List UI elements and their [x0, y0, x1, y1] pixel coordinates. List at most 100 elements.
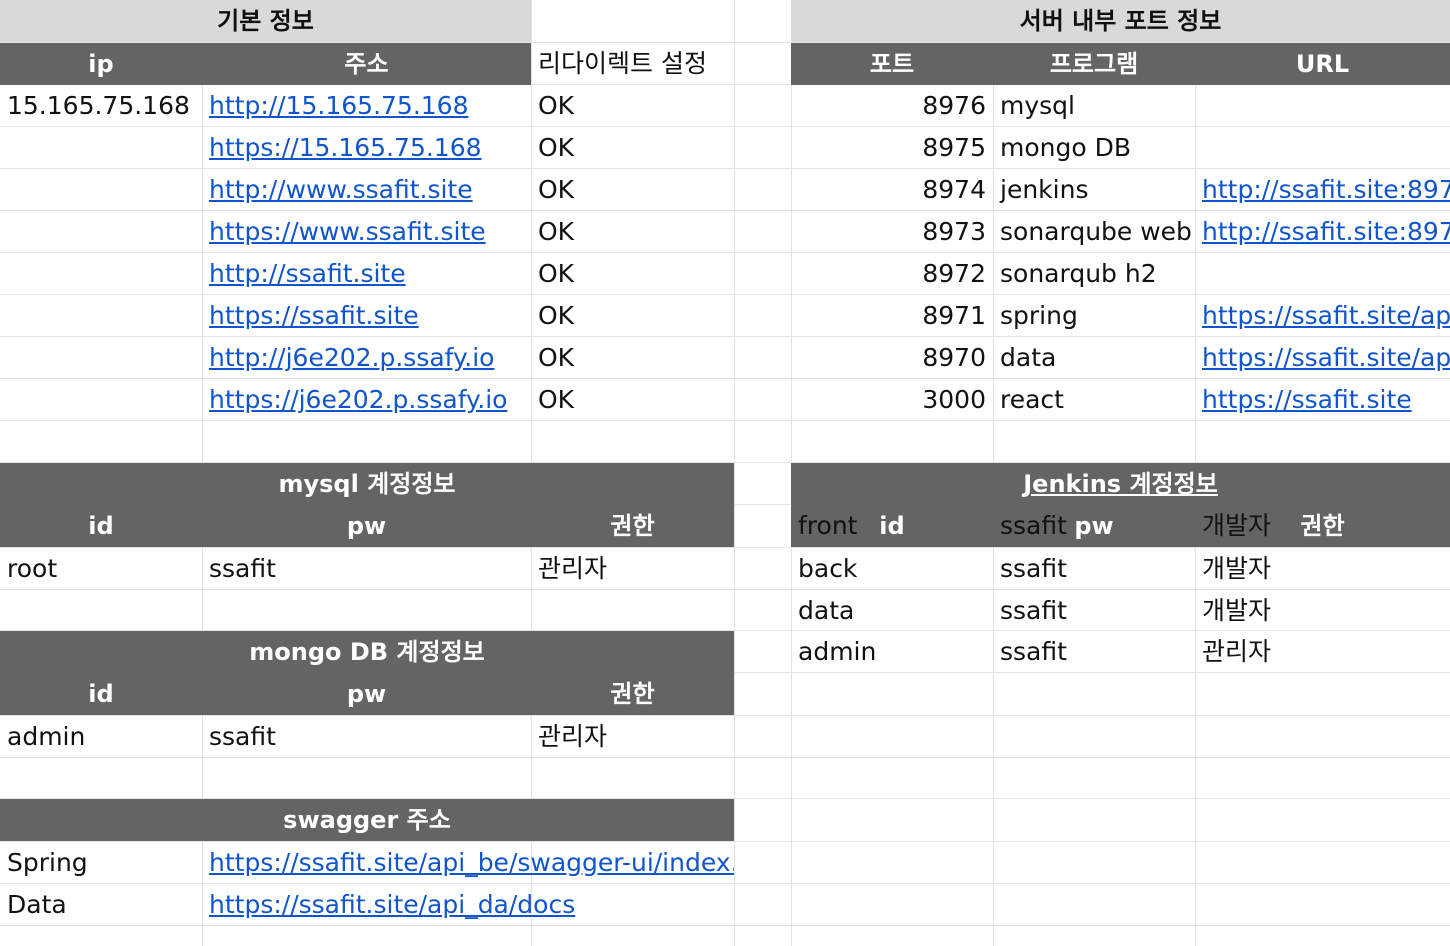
basic-url-cell[interactable]: http://j6e202.p.ssafy.io: [202, 337, 531, 379]
mongo-role-header[interactable]: 권한: [531, 673, 734, 715]
port-number-cell[interactable]: 8975: [922, 133, 986, 162]
jenkins-id-cell[interactable]: front: [798, 511, 858, 540]
port-url-cell-link[interactable]: http://ssafit.site:8974: [1202, 175, 1450, 204]
jenkins-id-cell[interactable]: data: [798, 596, 855, 625]
swagger-title[interactable]: swagger 주소: [0, 799, 734, 841]
mongo-role-cell[interactable]: 관리자: [538, 722, 608, 751]
port-number-cell[interactable]: 8973: [922, 217, 986, 246]
mysql-id-cell[interactable]: root: [7, 554, 58, 583]
mongo-pw-header[interactable]: pw: [202, 673, 531, 715]
mongo-title[interactable]: mongo DB 계정정보: [0, 631, 734, 673]
basic-url-cell[interactable]: http://15.165.75.168: [202, 85, 531, 127]
jenkins-title-text[interactable]: Jenkins 계정정보: [1023, 470, 1218, 498]
basic-status-cell[interactable]: OK: [538, 385, 575, 414]
port-program-cell[interactable]: data: [1000, 343, 1057, 372]
port-url-cell-link[interactable]: https://ssafit.site: [1202, 385, 1412, 414]
port-number-cell[interactable]: 8972: [922, 259, 986, 288]
port-url-cell[interactable]: https://ssafit.site: [1195, 379, 1450, 421]
mongo-pw-cell[interactable]: ssafit: [209, 722, 276, 751]
swagger-url-data[interactable]: https://ssafit.site/api_da/docs: [202, 884, 734, 926]
mysql-id-header[interactable]: id: [0, 505, 202, 547]
ports-program-header[interactable]: 프로그램: [993, 43, 1195, 85]
mysql-role-cell[interactable]: 관리자: [538, 554, 608, 583]
jenkins-role-cell[interactable]: 개발자: [1202, 596, 1272, 625]
basic-url-cell-link[interactable]: http://15.165.75.168: [209, 91, 469, 120]
ports-title[interactable]: 서버 내부 포트 정보: [791, 0, 1450, 42]
basic-ip-value[interactable]: 15.165.75.168: [7, 91, 190, 120]
port-number-cell[interactable]: 8971: [922, 301, 986, 330]
mysql-role-header[interactable]: 권한: [531, 505, 734, 547]
swagger-link-spring[interactable]: https://ssafit.site/api_be/swagger-ui/in…: [209, 848, 734, 877]
basic-status-cell[interactable]: OK: [538, 343, 575, 372]
ports-url-header[interactable]: URL: [1195, 43, 1450, 85]
swagger-url-spring[interactable]: https://ssafit.site/api_be/swagger-ui/in…: [202, 842, 734, 884]
jenkins-pw-cell[interactable]: ssafit: [1000, 596, 1067, 625]
basic-url-cell[interactable]: http://ssafit.site: [202, 253, 531, 295]
mysql-pw-header[interactable]: pw: [202, 505, 531, 547]
port-program-cell[interactable]: jenkins: [1000, 175, 1089, 204]
port-number-cell[interactable]: 3000: [922, 385, 986, 414]
row-gridline: [0, 42, 1450, 43]
port-number-cell[interactable]: 8976: [922, 91, 986, 120]
mongo-id-cell[interactable]: admin: [7, 722, 86, 751]
jenkins-pw-cell[interactable]: ssafit: [1000, 637, 1067, 666]
basic-status-cell[interactable]: OK: [538, 91, 575, 120]
port-url-cell[interactable]: https://ssafit.site/api_: [1195, 295, 1450, 337]
row-gridline: [0, 168, 1450, 169]
basic-url-cell-link[interactable]: http://j6e202.p.ssafy.io: [209, 343, 495, 372]
jenkins-pw-cell[interactable]: ssafit: [1000, 511, 1067, 540]
basic-url-cell-link[interactable]: https://j6e202.p.ssafy.io: [209, 385, 508, 414]
jenkins-id-cell[interactable]: back: [798, 554, 858, 583]
basic-url-cell[interactable]: https://15.165.75.168: [202, 127, 531, 169]
swagger-name-spring[interactable]: Spring: [7, 848, 88, 877]
port-url-cell-link[interactable]: https://ssafit.site/api_: [1202, 301, 1450, 330]
jenkins-id-header[interactable]: id: [791, 505, 993, 547]
basic-status-cell[interactable]: OK: [538, 301, 575, 330]
port-url-cell-link[interactable]: https://ssafit.site/api_: [1202, 343, 1450, 372]
mysql-pw-cell[interactable]: ssafit: [209, 554, 276, 583]
basic-status-cell[interactable]: OK: [538, 175, 575, 204]
port-url-cell-link[interactable]: http://ssafit.site:8973: [1202, 217, 1450, 246]
basic-status-cell[interactable]: OK: [538, 217, 575, 246]
basic-url-cell[interactable]: https://www.ssafit.site: [202, 211, 531, 253]
basic-url-cell[interactable]: https://j6e202.p.ssafy.io: [202, 379, 531, 421]
basic-url-cell-link[interactable]: http://www.ssafit.site: [209, 175, 473, 204]
basic-address-header[interactable]: 주소: [202, 43, 531, 85]
jenkins-pw-cell[interactable]: ssafit: [1000, 554, 1067, 583]
basic-url-cell[interactable]: https://ssafit.site: [202, 295, 531, 337]
swagger-link-data[interactable]: https://ssafit.site/api_da/docs: [209, 890, 576, 919]
jenkins-role-cell[interactable]: 개발자: [1202, 511, 1272, 540]
port-program-cell[interactable]: mongo DB: [1000, 133, 1132, 162]
port-number-cell[interactable]: 8970: [922, 343, 986, 372]
port-program-cell[interactable]: spring: [1000, 301, 1078, 330]
swagger-name-data[interactable]: Data: [7, 890, 67, 919]
basic-status-cell[interactable]: OK: [538, 259, 575, 288]
port-program-cell[interactable]: sonarqube web: [1000, 217, 1192, 246]
jenkins-title[interactable]: Jenkins 계정정보: [791, 463, 1450, 505]
port-url-cell[interactable]: http://ssafit.site:8973: [1195, 211, 1450, 253]
jenkins-role-header[interactable]: 권한: [1195, 505, 1450, 547]
basic-url-cell[interactable]: http://www.ssafit.site: [202, 169, 531, 211]
basic-ip-header[interactable]: ip: [0, 43, 202, 85]
row-gridline: [0, 210, 1450, 211]
basic-url-cell-link[interactable]: https://www.ssafit.site: [209, 217, 486, 246]
port-url-cell[interactable]: https://ssafit.site/api_: [1195, 337, 1450, 379]
jenkins-id-cell[interactable]: admin: [798, 637, 877, 666]
jenkins-role-cell[interactable]: 개발자: [1202, 554, 1272, 583]
mysql-title[interactable]: mysql 계정정보: [0, 463, 734, 505]
ports-port-header[interactable]: 포트: [791, 43, 993, 85]
basic-redirect-header[interactable]: 리다이렉트 설정: [538, 49, 707, 78]
port-program-cell[interactable]: mysql: [1000, 91, 1075, 120]
port-program-cell[interactable]: sonarqub h2: [1000, 259, 1157, 288]
basic-url-cell-link[interactable]: http://ssafit.site: [209, 259, 406, 288]
basic-url-cell-link[interactable]: https://15.165.75.168: [209, 133, 482, 162]
jenkins-pw-header[interactable]: pw: [993, 505, 1195, 547]
basic-url-cell-link[interactable]: https://ssafit.site: [209, 301, 419, 330]
basic-status-cell[interactable]: OK: [538, 133, 575, 162]
port-program-cell[interactable]: react: [1000, 385, 1064, 414]
basic-info-title[interactable]: 기본 정보: [0, 0, 531, 42]
mongo-id-header[interactable]: id: [0, 673, 202, 715]
port-number-cell[interactable]: 8974: [922, 175, 986, 204]
jenkins-role-cell[interactable]: 관리자: [1202, 637, 1272, 666]
port-url-cell[interactable]: http://ssafit.site:8974: [1195, 169, 1450, 211]
